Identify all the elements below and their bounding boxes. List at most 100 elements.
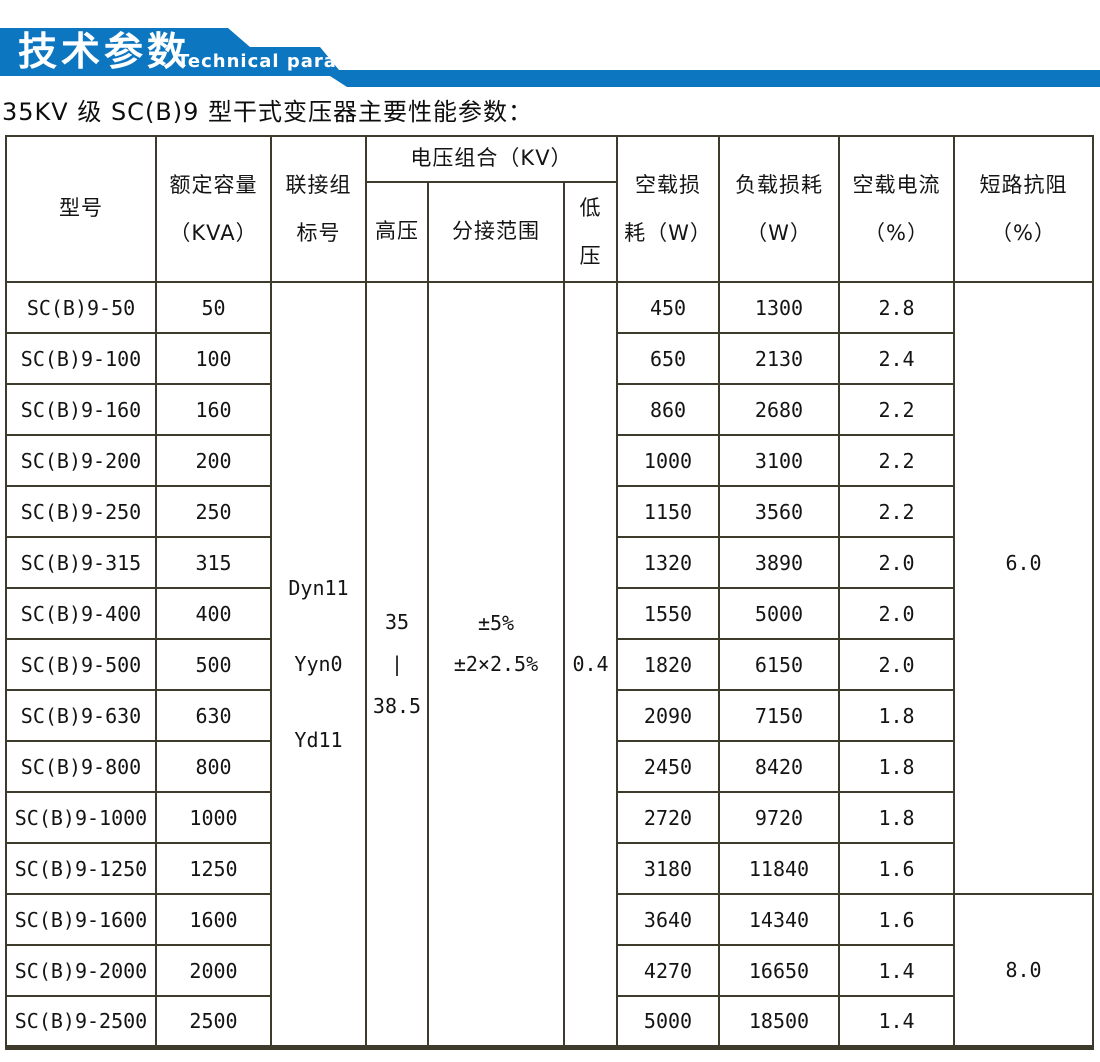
header-row-sub: 高压 分接范围 低 压 [6, 181, 1093, 283]
header-load-loss: 负载损耗 （W） [718, 135, 840, 283]
no-load-loss-cell: 3640 [616, 893, 720, 946]
no-load-loss-cell: 2720 [616, 791, 720, 844]
no-load-loss-cell: 5000 [616, 995, 720, 1048]
header-capacity: 额定容量 （KVA） [155, 135, 272, 283]
kva-cell: 2500 [155, 995, 272, 1048]
kva-cell: 315 [155, 536, 272, 589]
no-load-loss-cell: 1820 [616, 638, 720, 691]
no-load-current-cell: 2.4 [838, 332, 955, 385]
table-row: SC(B)9-100 100 650 2130 2.4 [5, 332, 1093, 385]
model-cell: SC(B)9-1000 [5, 791, 157, 844]
no-load-loss-cell: 650 [616, 332, 720, 385]
no-load-loss-cell: 1320 [616, 536, 720, 589]
model-cell: SC(B)9-315 [5, 536, 157, 589]
kva-cell: 630 [155, 689, 272, 742]
load-loss-cell: 18500 [718, 995, 840, 1048]
vector-group-cell: Dyn11 Yyn0 Yd11 [270, 281, 367, 1048]
model-cell: SC(B)9-160 [5, 383, 157, 436]
technical-parameter-banner: 技术参数 Technical parameter [0, 28, 1100, 87]
model-cell: SC(B)9-200 [5, 434, 157, 487]
table-row: SC(B)9-2000 2000 4270 16650 1.4 [5, 944, 1093, 997]
table-row: SC(B)9-630 630 2090 7150 1.8 [5, 689, 1093, 742]
no-load-current-cell: 2.2 [838, 434, 955, 487]
table-row: SC(B)9-160 160 860 2680 2.2 [5, 383, 1093, 436]
load-loss-cell: 16650 [718, 944, 840, 997]
table-row: SC(B)9-800 800 2450 8420 1.8 [5, 740, 1093, 793]
banner-title: 技术参数 [18, 30, 191, 75]
lv-cell: 0.4 [563, 281, 618, 1048]
model-cell: SC(B)9-1250 [5, 842, 157, 895]
no-load-loss-cell: 1150 [616, 485, 720, 538]
model-cell: SC(B)9-2500 [5, 995, 157, 1048]
no-load-current-cell: 2.0 [838, 638, 955, 691]
kva-cell: 1000 [155, 791, 272, 844]
impedance-low-cell: 6.0 [953, 281, 1094, 895]
no-load-loss-cell: 860 [616, 383, 720, 436]
model-cell: SC(B)9-250 [5, 485, 157, 538]
no-load-current-cell: 2.0 [838, 536, 955, 589]
table-row: SC(B)9-500 500 1820 6150 2.0 [5, 638, 1093, 691]
impedance-high-cell: 8.0 [953, 893, 1094, 1048]
model-cell: SC(B)9-400 [5, 587, 157, 640]
no-load-loss-cell: 4270 [616, 944, 720, 997]
no-load-current-cell: 1.6 [838, 842, 955, 895]
load-loss-cell: 8420 [718, 740, 840, 793]
no-load-loss-cell: 1000 [616, 434, 720, 487]
no-load-loss-cell: 3180 [616, 842, 720, 895]
banner-subtitle: Technical parameter [177, 51, 403, 72]
table-row: SC(B)9-1600 1600 3640 14340 1.6 8.0 [5, 893, 1094, 1048]
header-lv: 低 压 [563, 181, 618, 283]
load-loss-cell: 2130 [718, 332, 840, 385]
no-load-loss-cell: 450 [616, 281, 720, 334]
load-loss-cell: 3560 [718, 485, 840, 538]
kva-cell: 2000 [155, 944, 272, 997]
load-loss-cell: 5000 [718, 587, 840, 640]
kva-cell: 400 [155, 587, 272, 640]
load-loss-cell: 9720 [718, 791, 840, 844]
header-no-load-loss: 空载损 耗（W） [616, 135, 720, 283]
model-cell: SC(B)9-100 [5, 332, 157, 385]
no-load-loss-cell: 2090 [616, 689, 720, 742]
kva-cell: 160 [155, 383, 272, 436]
header-vector-group: 联接组 标号 [270, 135, 367, 283]
load-loss-cell: 1300 [718, 281, 840, 334]
load-loss-cell: 3890 [718, 536, 840, 589]
kva-cell: 500 [155, 638, 272, 691]
load-loss-cell: 3100 [718, 434, 840, 487]
load-loss-cell: 6150 [718, 638, 840, 691]
parameters-table: 型号 额定容量 （KVA） 联接组 标号 电压组合（KV） 空载损 耗（W） 负… [5, 135, 1094, 1050]
table-row: SC(B)9-1250 1250 3180 11840 1.6 [5, 842, 1093, 895]
no-load-current-cell: 1.4 [838, 944, 955, 997]
load-loss-cell: 14340 [718, 893, 840, 946]
header-tap-range: 分接范围 [427, 181, 565, 283]
no-load-current-cell: 1.8 [838, 740, 955, 793]
table-row: SC(B)9-250 250 1150 3560 2.2 [5, 485, 1093, 538]
no-load-current-cell: 2.0 [838, 587, 955, 640]
kva-cell: 200 [155, 434, 272, 487]
model-cell: SC(B)9-500 [5, 638, 157, 691]
no-load-current-cell: 1.4 [838, 995, 955, 1048]
kva-cell: 50 [155, 281, 272, 334]
no-load-current-cell: 2.2 [838, 485, 955, 538]
table-row: SC(B)9-2500 2500 5000 18500 1.4 [5, 995, 1093, 1048]
kva-cell: 800 [155, 740, 272, 793]
header-no-load-current: 空载电流 （%） [838, 135, 955, 283]
tap-range-cell: ±5% ±2×2.5% [427, 281, 565, 1048]
model-cell: SC(B)9-2000 [5, 944, 157, 997]
table-row: SC(B)9-1000 1000 2720 9720 1.8 [5, 791, 1093, 844]
table-row: SC(B)9-200 200 1000 3100 2.2 [5, 434, 1093, 487]
header-model: 型号 [5, 135, 157, 283]
no-load-loss-cell: 1550 [616, 587, 720, 640]
hv-cell: 35 | 38.5 [365, 281, 429, 1048]
no-load-current-cell: 2.2 [838, 383, 955, 436]
header-voltage-combo: 电压组合（KV） [365, 135, 618, 183]
page-title: 35KV 级 SC(B)9 型干式变压器主要性能参数： [2, 98, 534, 126]
model-cell: SC(B)9-630 [5, 689, 157, 742]
header-row-top: 型号 额定容量 （KVA） 联接组 标号 电压组合（KV） 空载损 耗（W） 负… [5, 135, 1094, 283]
kva-cell: 1250 [155, 842, 272, 895]
table-row: SC(B)9-400 400 1550 5000 2.0 [5, 587, 1093, 640]
kva-cell: 100 [155, 332, 272, 385]
model-cell: SC(B)9-50 [5, 281, 157, 334]
no-load-loss-cell: 2450 [616, 740, 720, 793]
no-load-current-cell: 2.8 [838, 281, 955, 334]
